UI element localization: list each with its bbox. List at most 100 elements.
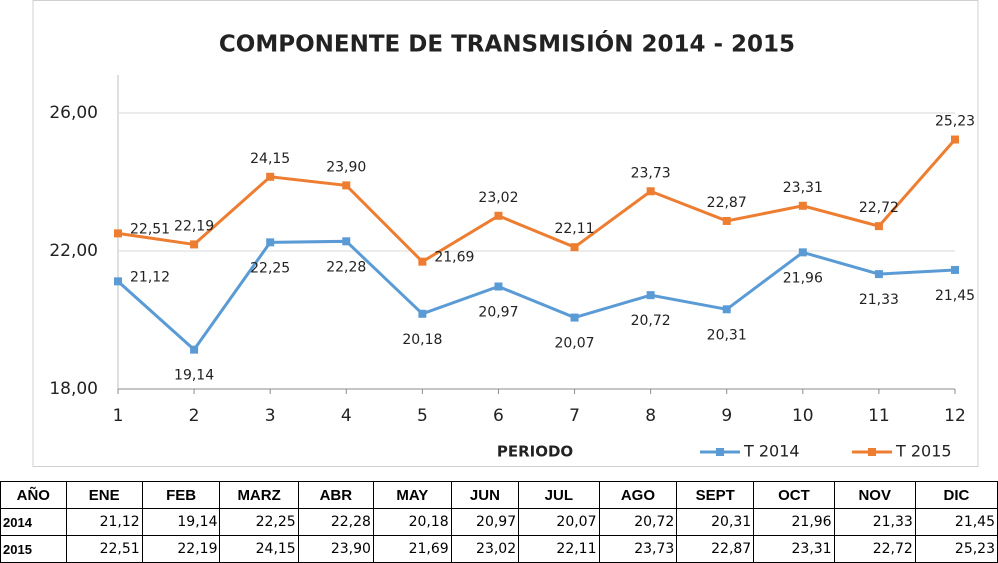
point xyxy=(114,229,122,238)
header-row: AÑO ENE FEB MARZ ABR MAY JUN JUL AGO SEPT OCT NOV DI… xyxy=(0,481,998,509)
point xyxy=(418,257,427,266)
legend-marker xyxy=(868,448,876,456)
data-label: 25,23 xyxy=(935,114,975,130)
point xyxy=(951,265,959,274)
point xyxy=(798,201,807,210)
header-cell: ENE xyxy=(65,481,143,509)
value-cell: 23,90 xyxy=(297,535,374,563)
data-label: 24,15 xyxy=(250,151,290,167)
point xyxy=(342,237,351,246)
data-label: 21,33 xyxy=(859,292,899,308)
point xyxy=(874,270,883,279)
value-cell: 21,69 xyxy=(372,535,452,563)
data-label: 22,19 xyxy=(174,218,214,234)
header-cell: MARZ xyxy=(219,481,299,509)
table-row: 2014 21,12 19,14 22,25 22,28 20,18 20,97 20,07 2… xyxy=(0,508,998,536)
x-axis-label: PERIODO xyxy=(497,443,573,461)
value-cell: 21,12 xyxy=(65,508,143,536)
data-label: 22,72 xyxy=(859,200,899,216)
value-cell: 22,72 xyxy=(833,535,916,563)
x-tick-label: 5 xyxy=(417,406,428,426)
point xyxy=(874,222,883,231)
point xyxy=(266,238,275,247)
value-cell: 21,45 xyxy=(914,508,998,536)
value-cell: 23,73 xyxy=(598,535,678,563)
legend-label: T 2014 xyxy=(743,442,800,461)
point xyxy=(342,181,351,190)
data-label: 22,51 xyxy=(130,221,170,237)
value-cell: 20,97 xyxy=(450,508,520,536)
value-cell: 22,28 xyxy=(297,508,374,536)
data-label: 19,14 xyxy=(174,368,214,384)
x-tick-label: 6 xyxy=(493,406,504,426)
point xyxy=(190,345,199,354)
value-cell: 22,11 xyxy=(518,535,600,563)
data-label: 21,96 xyxy=(783,270,823,286)
point xyxy=(951,135,959,144)
value-cell: 22,19 xyxy=(141,535,221,563)
value-cell: 23,31 xyxy=(753,535,835,563)
year-cell: 2015 xyxy=(0,535,67,563)
data-label: 21,45 xyxy=(935,288,975,304)
header-cell: NOV xyxy=(833,481,916,509)
header-cell: SEPT xyxy=(676,481,755,509)
data-label: 22,11 xyxy=(554,221,594,237)
header-cell: OCT xyxy=(753,481,835,509)
data-table: AÑO ENE FEB MARZ ABR MAY JUN JUL AGO SEPT OCT NOV DI… xyxy=(0,481,998,563)
x-tick-label: 7 xyxy=(569,406,580,426)
point xyxy=(798,248,807,257)
value-cell: 19,14 xyxy=(141,508,221,536)
y-tick-label: 22,00 xyxy=(49,241,98,261)
point xyxy=(494,282,503,291)
value-cell: 22,87 xyxy=(676,535,755,563)
value-cell: 20,72 xyxy=(598,508,678,536)
value-cell: 25,23 xyxy=(914,535,998,563)
value-cell: 20,07 xyxy=(518,508,600,536)
value-cell: 20,31 xyxy=(676,508,755,536)
x-tick-label: 4 xyxy=(341,406,352,426)
y-tick-label: 26,00 xyxy=(49,103,98,123)
value-cell: 21,33 xyxy=(833,508,916,536)
header-cell: MAY xyxy=(372,481,452,509)
header-cell: AGO xyxy=(598,481,678,509)
header-cell: AÑO xyxy=(0,481,67,509)
data-label: 23,73 xyxy=(631,165,671,181)
header-cell: JUN xyxy=(450,481,520,509)
data-label: 23,31 xyxy=(783,180,823,196)
point xyxy=(570,243,579,252)
data-label: 21,12 xyxy=(130,269,170,285)
header-cell: DIC xyxy=(914,481,998,509)
x-tick-label: 12 xyxy=(944,406,966,426)
data-label: 22,25 xyxy=(250,260,290,276)
data-label: 21,69 xyxy=(434,250,474,266)
chart-title: COMPONENTE DE TRANSMISIÓN 2014 - 2015 xyxy=(219,30,795,58)
value-cell: 22,25 xyxy=(219,508,299,536)
header-cell: ABR xyxy=(297,481,374,509)
point xyxy=(646,187,655,196)
x-tick-label: 1 xyxy=(113,406,124,426)
data-label: 20,07 xyxy=(554,336,594,352)
legend-marker xyxy=(716,448,724,456)
point xyxy=(494,211,503,220)
x-tick-label: 10 xyxy=(792,406,814,426)
data-label: 23,90 xyxy=(326,159,366,175)
table-row: 2015 22,51 22,19 24,15 23,90 21,69 23,02 22,11 2… xyxy=(0,535,998,563)
value-cell: 21,96 xyxy=(753,508,835,536)
point xyxy=(418,309,427,318)
series-line xyxy=(117,138,957,264)
chart: COMPONENTE DE TRANSMISIÓN 2014 - 2015 PE… xyxy=(32,0,979,467)
year-cell: 2014 xyxy=(0,508,67,536)
value-cell: 20,18 xyxy=(372,508,452,536)
data-label: 20,18 xyxy=(402,332,442,348)
value-cell: 23,02 xyxy=(450,535,520,563)
x-tick-label: 8 xyxy=(645,406,656,426)
value-cell: 22,51 xyxy=(65,535,143,563)
point xyxy=(570,313,579,322)
header-cell: FEB xyxy=(141,481,221,509)
data-label: 23,02 xyxy=(478,190,518,206)
y-tick-label: 18,00 xyxy=(49,379,98,399)
series-line xyxy=(116,239,956,352)
data-label: 20,31 xyxy=(707,327,747,343)
x-tick-label: 2 xyxy=(189,406,200,426)
